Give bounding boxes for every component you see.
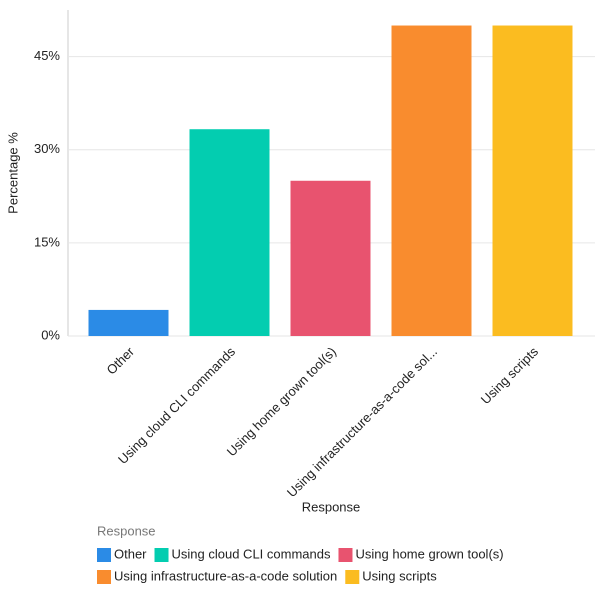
legend-swatch [154, 548, 169, 562]
x-axis-label: Response [302, 499, 361, 514]
legend-title: Response [97, 523, 156, 538]
bar [189, 129, 270, 336]
bar [492, 25, 573, 337]
legend-swatch [97, 570, 111, 584]
legend-swatch [97, 548, 111, 562]
bar [391, 25, 472, 337]
y-tick-label: 15% [34, 234, 60, 249]
y-tick-label: 0% [41, 327, 60, 342]
legend-label: Using home grown tool(s) [355, 546, 503, 561]
x-tick-label: Using cloud CLI commands [115, 344, 238, 467]
legend-label: Using infrastructure-as-a-code solution [114, 568, 337, 583]
x-tick-label: Other [103, 343, 137, 377]
y-axis-label: Percentage % [5, 132, 20, 214]
y-tick-label: 45% [34, 48, 60, 63]
legend-label: Using scripts [362, 568, 437, 583]
x-tick-label: Using scripts [478, 344, 542, 408]
x-tick-label: Using home grown tool(s) [224, 344, 339, 459]
bar [290, 180, 371, 336]
legend-swatch [345, 570, 360, 584]
legend-label: Using cloud CLI commands [172, 546, 331, 561]
y-tick-label: 30% [34, 141, 60, 156]
legend-swatch [338, 548, 353, 562]
legend-label: Other [114, 546, 147, 561]
bar [88, 309, 169, 336]
